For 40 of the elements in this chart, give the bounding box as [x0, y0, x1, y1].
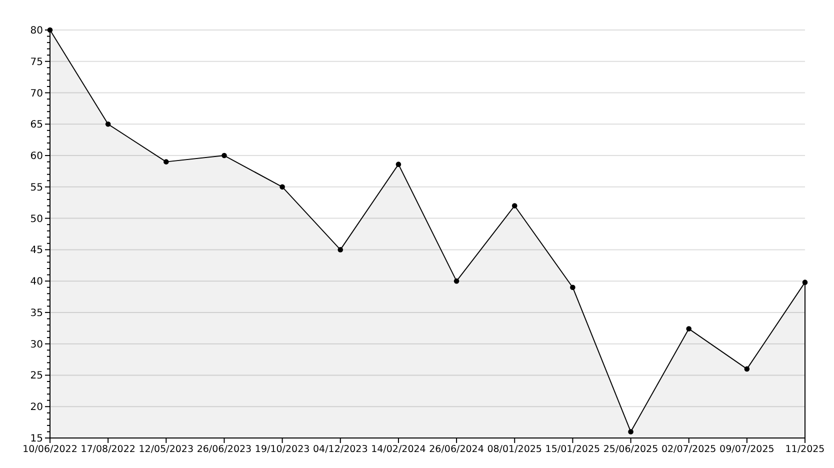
y-tick-label: 35	[30, 308, 43, 319]
y-tick-label: 75	[30, 56, 43, 68]
y-tick-label: 60	[30, 151, 43, 162]
y-tick-label: 55	[30, 182, 43, 194]
x-tick-label: 25/06/2025	[603, 444, 658, 455]
x-tick-label: 14/02/2024	[371, 444, 426, 455]
x-tick-label: 04/12/2023	[313, 444, 368, 455]
x-tick-label: 08/01/2025	[487, 444, 542, 455]
y-tick-label: 70	[30, 88, 43, 100]
point	[512, 203, 518, 208]
x-tick-label: 26/06/2024	[429, 444, 484, 455]
point	[570, 284, 576, 290]
y-tick-label: 45	[30, 245, 43, 256]
point	[280, 184, 285, 190]
point	[628, 429, 634, 434]
x-tick-label: 19/10/2023	[254, 444, 310, 455]
point	[222, 152, 227, 158]
y-tick-label: 40	[30, 276, 43, 288]
point	[454, 278, 460, 284]
x-tick-label: 26/06/2023	[196, 444, 252, 455]
x-tick-label: 17/08/2022	[80, 444, 136, 455]
x-tick-label: 12/05/2023	[138, 444, 194, 455]
point	[744, 366, 750, 372]
y-tick-label: 25	[30, 370, 43, 382]
y-tick-label: 20	[30, 402, 43, 414]
x-tick-label: 11/2025	[785, 444, 825, 455]
x-tick-label: 10/06/2022	[22, 444, 78, 455]
x-tick-label: 09/07/2025	[720, 444, 774, 455]
point	[105, 122, 111, 127]
x-tick-label: 15/01/2025	[545, 444, 600, 455]
y-tick-label: 50	[30, 214, 43, 225]
y-tick-label: 65	[30, 120, 43, 131]
y-tick-label: 80	[30, 26, 43, 36]
point	[164, 159, 169, 164]
y-tick-label: 15	[30, 434, 43, 444]
point	[686, 326, 692, 332]
point	[396, 162, 402, 167]
x-tick-label: 02/07/2025	[661, 444, 716, 455]
y-tick-label: 30	[30, 339, 43, 350]
point	[338, 247, 344, 252]
